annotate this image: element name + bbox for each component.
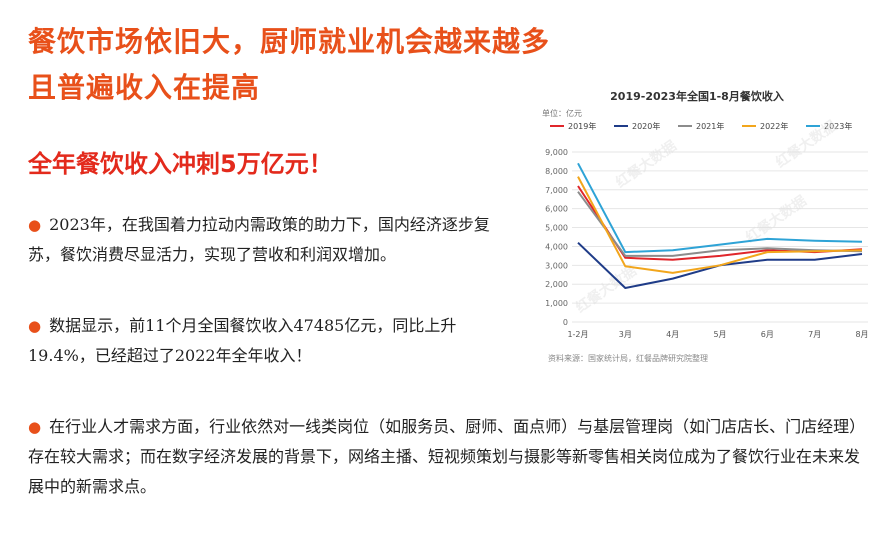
legend-label: 2021年 xyxy=(696,121,724,131)
y-tick-label: 3,000 xyxy=(545,261,568,270)
x-tick-label: 8月 xyxy=(855,330,868,339)
paragraph-2-text: 数据显示，前11个月全国餐饮收入47485亿元，同比上升19.4%，已经超过了2… xyxy=(28,316,457,365)
restaurant-revenue-line-chart: 2019-2023年全国1-8月餐饮收入 单位：亿元 2019年 2020年 202… xyxy=(520,78,875,370)
headline-line-2: 且普遍收入在提高 xyxy=(28,71,261,104)
paragraph-3: ● 在行业人才需求方面，行业依然对一线类岗位（如服务员、厨师、面点师）与基层管理岗… xyxy=(28,412,868,502)
series-lines xyxy=(577,162,863,289)
x-tick-label: 6月 xyxy=(761,330,774,339)
y-tick-label: 6,000 xyxy=(545,205,568,214)
y-tick-label: 8,000 xyxy=(545,167,568,176)
x-axis-ticks: 1-2月 3月 4月 5月 6月 7月 8月 xyxy=(567,330,868,339)
chart-title: 2019-2023年全国1-8月餐饮收入 xyxy=(610,89,784,103)
paragraph-1-text: 2023年，在我国着力拉动内需政策的助力下，国内经济逐步复苏，餐饮消费尽显活力，… xyxy=(28,215,490,264)
x-tick-label: 3月 xyxy=(619,330,632,339)
bullet-icon: ● xyxy=(28,317,42,335)
paragraph-2: ● 数据显示，前11个月全国餐饮收入47485亿元，同比上升19.4%，已经超过了… xyxy=(28,311,518,371)
bullet-icon: ● xyxy=(28,216,42,234)
y-tick-label: 0 xyxy=(563,318,568,327)
series-line xyxy=(577,162,863,254)
y-tick-label: 9,000 xyxy=(545,148,568,157)
y-axis-ticks: 0 1,000 2,000 3,000 4,000 5,000 6,000 7,000 8,00… xyxy=(545,148,568,327)
y-tick-label: 4,000 xyxy=(545,242,568,251)
legend-label: 2022年 xyxy=(760,121,788,131)
bullet-icon: ● xyxy=(28,418,42,436)
chart-source: 资料来源：国家统计局，红餐品牌研究院整理 xyxy=(548,353,708,363)
paragraph-1: ● 2023年，在我国着力拉动内需政策的助力下，国内经济逐步复苏，餐饮消费尽显活力… xyxy=(28,210,518,270)
chart-legend: 2019年 2020年 2021年 2022年 2023年 xyxy=(550,121,852,131)
legend-label: 2023年 xyxy=(824,121,852,131)
legend-label: 2019年 xyxy=(568,121,596,131)
y-tick-label: 5,000 xyxy=(545,224,568,233)
x-tick-label: 1-2月 xyxy=(567,330,588,339)
y-tick-label: 2,000 xyxy=(545,280,568,289)
y-tick-label: 7,000 xyxy=(545,186,568,195)
headline-line-1: 餐饮市场依旧大，厨师就业机会越来越多 xyxy=(28,25,551,58)
x-tick-label: 4月 xyxy=(666,330,679,339)
chart-unit-label: 单位：亿元 xyxy=(542,108,582,118)
subheadline: 全年餐饮收入冲刺5万亿元！ xyxy=(28,150,333,178)
y-tick-label: 1,000 xyxy=(545,299,568,308)
paragraph-3-text: 在行业人才需求方面，行业依然对一线类岗位（如服务员、厨师、面点师）与基层管理岗（… xyxy=(28,417,866,496)
legend-label: 2020年 xyxy=(632,121,660,131)
x-tick-label: 7月 xyxy=(808,330,821,339)
x-tick-label: 5月 xyxy=(713,330,726,339)
series-line xyxy=(577,176,863,274)
